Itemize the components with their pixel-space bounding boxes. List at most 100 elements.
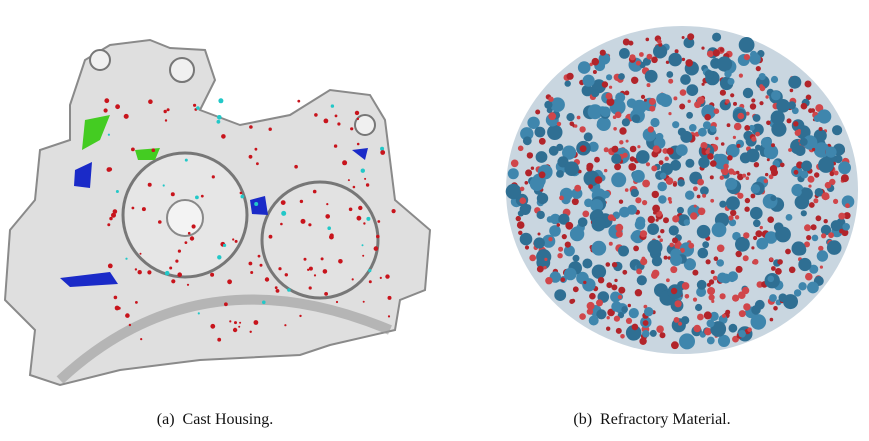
red-pore: [636, 61, 641, 66]
blue-particle: [679, 333, 695, 349]
red-pore: [717, 245, 725, 253]
pore: [239, 322, 241, 324]
pore: [224, 302, 228, 306]
pore: [357, 143, 360, 146]
blue-particle: [771, 91, 781, 101]
blue-particle: [652, 256, 662, 266]
pore: [171, 279, 175, 283]
pore: [357, 216, 362, 221]
pore: [327, 226, 331, 230]
pore: [314, 274, 316, 276]
blue-particle: [520, 233, 533, 246]
red-pore: [721, 168, 728, 175]
red-pore: [845, 203, 850, 208]
pore: [107, 223, 110, 226]
blue-particle: [676, 144, 688, 156]
blue-particle: [768, 276, 775, 283]
pore: [363, 301, 365, 303]
red-pore: [516, 216, 521, 221]
red-pore: [656, 325, 664, 333]
blue-particle: [678, 179, 685, 186]
blue-particle: [681, 316, 689, 324]
pore: [358, 206, 362, 210]
red-pore: [600, 50, 606, 56]
pore: [135, 268, 137, 270]
red-pore: [770, 318, 774, 322]
blue-particle: [712, 33, 721, 42]
red-pore: [730, 93, 734, 97]
blue-particle: [686, 84, 698, 96]
pore: [260, 264, 263, 267]
blue-particle: [738, 330, 746, 338]
red-pore: [611, 284, 617, 290]
red-pore: [816, 215, 822, 221]
blue-particle: [705, 70, 714, 79]
red-pore: [738, 113, 745, 120]
blue-particle: [668, 53, 682, 67]
blue-particle: [670, 254, 682, 266]
red-pore: [525, 181, 529, 185]
red-pore: [579, 313, 586, 320]
red-pore: [698, 208, 706, 216]
red-pore: [587, 308, 593, 314]
blue-particle: [712, 222, 727, 237]
red-pore: [706, 259, 711, 264]
red-pore: [714, 108, 720, 114]
red-pore: [702, 194, 706, 198]
red-pore: [539, 171, 546, 178]
red-pore: [596, 299, 603, 306]
blue-particle: [700, 186, 709, 195]
red-pore: [562, 234, 567, 239]
pore: [249, 262, 253, 266]
blue-particle: [776, 99, 790, 113]
red-pore: [747, 327, 752, 332]
pore: [287, 288, 291, 292]
blue-particle: [644, 307, 653, 316]
blue-particle: [724, 70, 731, 77]
red-pore: [693, 298, 697, 302]
pore: [193, 104, 196, 107]
red-pore: [639, 52, 644, 57]
pore: [285, 273, 288, 276]
blue-particle: [632, 170, 645, 183]
pore: [140, 253, 142, 255]
blue-particle: [838, 161, 851, 174]
blue-particle: [788, 76, 801, 89]
blue-particle: [761, 137, 772, 148]
blue-particle: [746, 149, 760, 163]
blue-particle: [615, 92, 625, 102]
red-pore: [710, 160, 717, 167]
red-pore: [669, 200, 672, 203]
pore: [309, 267, 313, 271]
bore: [262, 182, 378, 298]
red-pore: [707, 51, 714, 58]
pore: [249, 155, 253, 159]
pore: [190, 236, 194, 240]
blue-particle: [658, 195, 666, 203]
red-pore: [620, 334, 625, 339]
pore: [217, 338, 221, 342]
hole: [90, 50, 110, 70]
pore: [388, 296, 392, 300]
red-pore: [721, 142, 725, 146]
blue-particle: [549, 225, 561, 237]
red-pore: [666, 278, 670, 282]
blue-particle: [645, 70, 658, 83]
red-pore: [751, 136, 756, 141]
red-pore: [685, 59, 693, 67]
red-pore: [770, 258, 773, 261]
red-pore: [734, 123, 742, 131]
hole: [170, 58, 194, 82]
pore: [232, 238, 234, 240]
pore: [217, 115, 222, 120]
red-pore: [651, 165, 657, 171]
red-pore: [572, 198, 579, 205]
red-pore: [750, 103, 756, 109]
blue-particle: [753, 220, 761, 228]
red-pore: [548, 97, 553, 102]
red-pore: [745, 198, 750, 203]
pore: [217, 255, 221, 259]
red-pore: [668, 197, 672, 201]
red-pore: [545, 277, 552, 284]
red-pore: [789, 267, 796, 274]
